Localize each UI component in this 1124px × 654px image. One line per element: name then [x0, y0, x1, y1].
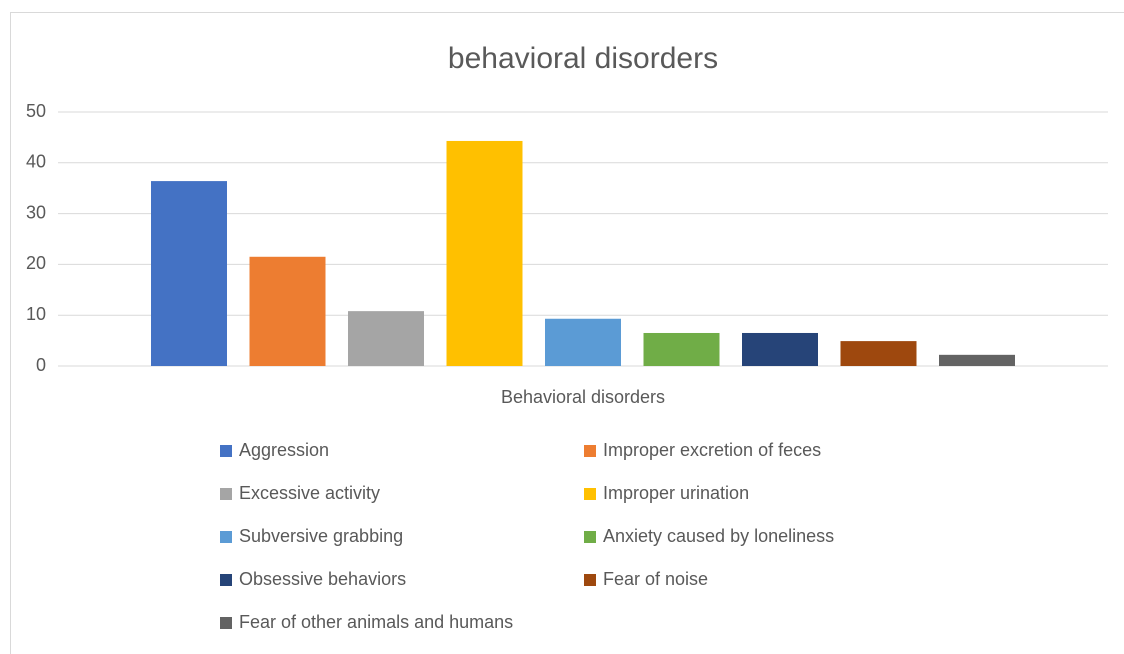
legend-swatch: [584, 488, 596, 500]
legend-label: Excessive activity: [239, 483, 380, 503]
x-tick-label: Behavioral disorders: [501, 387, 665, 407]
legend-swatch: [584, 574, 596, 586]
legend-label: Obsessive behaviors: [239, 569, 406, 589]
legend-label: Fear of noise: [603, 569, 708, 589]
legend-swatch: [220, 445, 232, 457]
y-tick-label: 10: [26, 304, 46, 324]
legend-swatch: [220, 488, 232, 500]
legend-label: Improper excretion of feces: [603, 440, 821, 460]
legend-label: Aggression: [239, 440, 329, 460]
legend-label: Anxiety caused by loneliness: [603, 526, 834, 546]
legend-swatch: [220, 617, 232, 629]
bar: [742, 332, 818, 366]
bar: [643, 332, 720, 366]
bar: [840, 341, 917, 366]
legend-swatch: [220, 531, 232, 543]
y-tick-label: 30: [26, 202, 46, 222]
legend-swatch: [584, 445, 596, 457]
y-tick-label: 20: [26, 253, 46, 273]
legend-label: Subversive grabbing: [239, 526, 403, 546]
legend-label: Improper urination: [603, 483, 749, 503]
chart-title: behavioral disorders: [448, 42, 718, 75]
y-tick-label: 50: [26, 101, 46, 121]
bar: [348, 311, 424, 366]
bar: [151, 181, 227, 366]
y-tick-label: 40: [26, 152, 46, 172]
legend-swatch: [584, 531, 596, 543]
y-tick-label: 0: [36, 355, 46, 375]
legend-swatch: [220, 574, 232, 586]
legend-label: Fear of other animals and humans: [239, 612, 513, 632]
bar: [545, 318, 621, 366]
bar: [249, 256, 326, 366]
bar: [446, 140, 523, 366]
bar: [939, 354, 1015, 366]
